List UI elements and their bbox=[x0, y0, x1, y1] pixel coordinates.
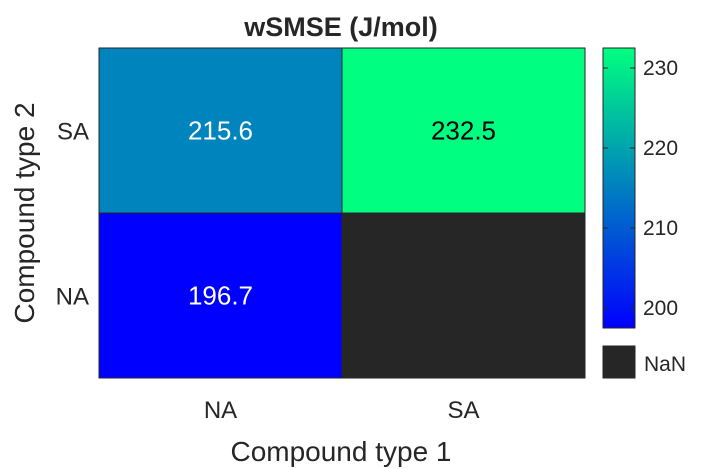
colorbar-tick-label: 230 bbox=[643, 57, 678, 80]
colorbar bbox=[602, 47, 636, 329]
cell-value-label: 196.7 bbox=[188, 281, 253, 311]
x-tick-label: SA bbox=[447, 397, 479, 424]
chart-title: wSMSE (J/mol) bbox=[243, 12, 438, 42]
nan-legend-label: NaN bbox=[644, 353, 686, 376]
colorbar-tick-label: 210 bbox=[643, 217, 678, 240]
nan-legend-swatch bbox=[602, 345, 636, 379]
colorbar-ticks: 200 210 220 230 bbox=[603, 57, 678, 320]
heatmap-cell-na-na bbox=[98, 212, 343, 379]
y-tick-label: NA bbox=[56, 284, 89, 311]
heatmap-cell-sa-sa bbox=[341, 47, 586, 214]
y-tick-label: SA bbox=[57, 119, 89, 146]
cell-value-label: 215.6 bbox=[188, 116, 253, 146]
heatmap-cell-na-sa bbox=[341, 212, 586, 379]
x-tick-labels: NA SA bbox=[204, 397, 480, 424]
colorbar-tick-label: 200 bbox=[643, 297, 678, 320]
y-axis-label: Compound type 2 bbox=[9, 102, 40, 323]
heatmap-cells: 215.6 232.5 196.7 bbox=[98, 47, 586, 379]
x-tick-label: NA bbox=[204, 397, 237, 424]
y-tick-labels: SA NA bbox=[56, 119, 89, 311]
heatmap-cell-sa-na bbox=[98, 47, 343, 214]
cell-value-label: 232.5 bbox=[431, 116, 496, 146]
colorbar-tick-label: 220 bbox=[643, 137, 678, 160]
x-axis-label: Compound type 1 bbox=[230, 436, 451, 467]
